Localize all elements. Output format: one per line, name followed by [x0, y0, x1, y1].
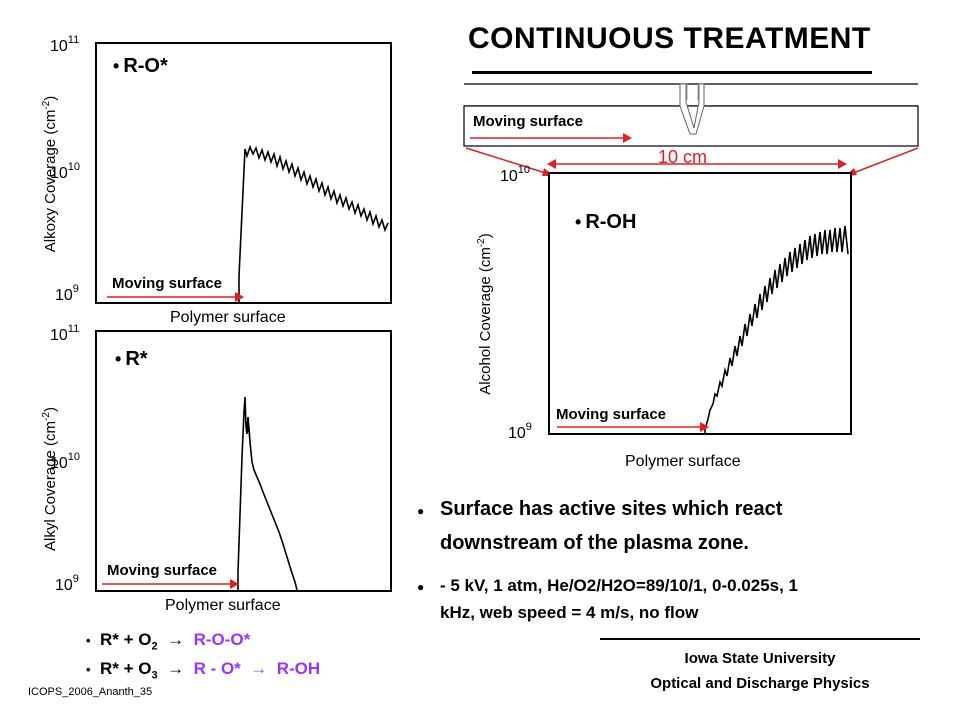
alkyl-tick-bottom: 109	[55, 572, 79, 594]
alcohol-arrow-icon	[557, 422, 709, 432]
alkyl-y-axis-label: Alkyl Coverage (cm-2)	[41, 407, 59, 551]
alkoxy-tick-bottom: 109	[55, 282, 79, 304]
alcohol-curve	[704, 225, 849, 433]
title-underline	[472, 71, 872, 74]
alkyl-tick-mid: 1010	[50, 450, 81, 472]
footer-institution: Iowa State University	[684, 650, 836, 667]
page-title: CONTINUOUS TREATMENT	[468, 22, 871, 55]
alkoxy-tick-top: 1011	[50, 33, 80, 55]
slide-id: ICOPS_2006_Ananth_35	[28, 686, 153, 698]
sub-bullet-line-2: kHz, web speed = 4 m/s, no flow	[440, 603, 699, 622]
alkyl-arrow-icon	[102, 579, 239, 589]
footer-group: Optical and Discharge Physics	[650, 675, 870, 692]
alcohol-x-axis-label: Polymer surface	[625, 453, 741, 470]
alcohol-tick-top: 1010	[500, 163, 531, 185]
alkyl-moving-surface-label: Moving surface	[107, 562, 218, 579]
alkoxy-tick-mid: 1010	[50, 160, 81, 182]
alkoxy-species-label: • R-O*	[113, 55, 168, 77]
reaction-equation-2: • R* + O3 → R - O* → R-OH	[86, 659, 321, 682]
alkyl-curve	[237, 396, 298, 590]
alcohol-tick-bottom: 109	[508, 420, 532, 442]
alkoxy-plot-frame	[95, 42, 392, 304]
alkoxy-arrow-icon	[107, 292, 244, 302]
alcohol-plot-frame	[548, 172, 852, 435]
alkyl-species-label: • R*	[115, 348, 148, 370]
scale-label: 10 cm	[658, 147, 708, 167]
footer-rule	[600, 638, 920, 640]
arrow-right-icon: →	[162, 659, 189, 678]
alcohol-moving-surface-label: Moving surface	[556, 406, 667, 423]
alcohol-species-label: • R-OH	[575, 211, 637, 233]
schematic-drawing	[463, 83, 919, 176]
arrow-right-icon: →	[245, 659, 272, 678]
alkoxy-moving-surface-label: Moving surface	[112, 275, 223, 292]
main-bullet-line-1: Surface has active sites which react	[440, 498, 783, 520]
alkyl-x-axis-label: Polymer surface	[165, 597, 281, 614]
reaction-equation-1: • R* + O2 → R-O-O*	[86, 630, 251, 653]
schematic-moving-surface-label: Moving surface	[473, 113, 584, 130]
alkoxy-curve	[238, 144, 389, 302]
sub-bullet-line-1: - 5 kV, 1 atm, He/O2/H2O=89/10/1, 0-0.02…	[440, 576, 799, 595]
arrow-right-icon: →	[162, 630, 189, 649]
alcohol-y-axis-label: Alcohol Coverage (cm-2)	[476, 233, 494, 395]
sub-bullet-icon: ●	[417, 580, 425, 594]
alkyl-plot-frame	[95, 330, 392, 592]
alkyl-tick-top: 1011	[50, 322, 80, 344]
main-bullet-line-2: downstream of the plasma zone.	[440, 532, 749, 554]
alkoxy-x-axis-label: Polymer surface	[170, 309, 286, 326]
main-bullet-icon: ●	[417, 504, 425, 518]
